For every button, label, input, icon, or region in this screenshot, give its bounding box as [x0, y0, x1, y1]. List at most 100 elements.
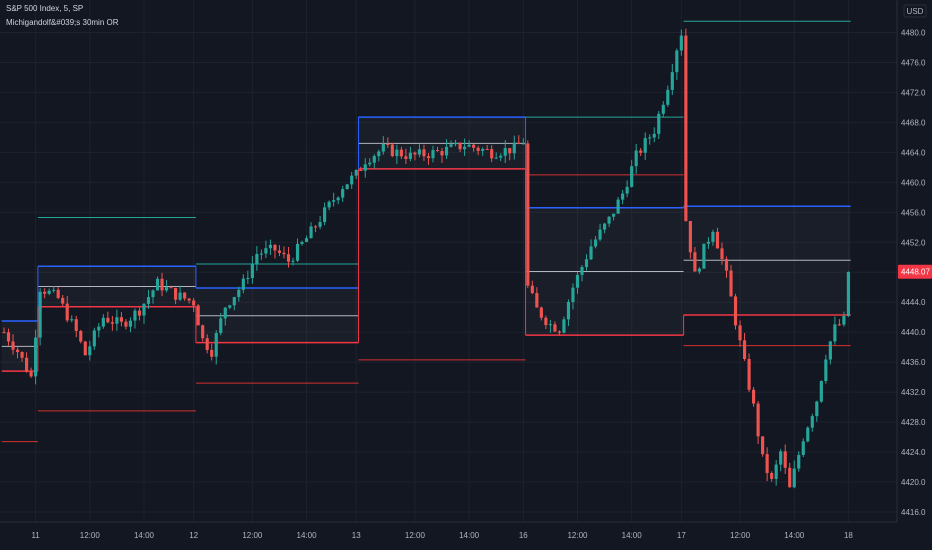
- candle-body: [368, 162, 372, 165]
- candle-body: [106, 317, 110, 323]
- candle-body: [553, 324, 557, 332]
- candle-body: [711, 231, 715, 242]
- candle-body: [729, 270, 733, 297]
- candle-body: [124, 321, 128, 327]
- candle-body: [151, 290, 155, 298]
- candle-body: [675, 50, 679, 73]
- candle-body: [431, 150, 435, 159]
- candle-body: [65, 303, 69, 321]
- indicator-label[interactable]: Michigandolf&#039;s 30min OR: [6, 18, 119, 27]
- candle-body: [715, 231, 720, 249]
- candle-body: [752, 389, 756, 404]
- candle-body: [738, 325, 742, 341]
- price-tick-label: 4452.0: [901, 238, 926, 247]
- currency-label: USD: [907, 7, 924, 16]
- candle-body: [693, 252, 697, 272]
- candle-body: [205, 338, 209, 350]
- price-tick-label: 4460.0: [901, 178, 926, 187]
- candle-body: [237, 289, 241, 298]
- time-tick-label: 14:00: [134, 531, 155, 540]
- candle-body: [178, 292, 182, 300]
- price-tick-label: 4432.0: [901, 388, 926, 397]
- candle-body: [372, 156, 376, 163]
- candle-body: [458, 142, 462, 150]
- candle-body: [630, 166, 634, 187]
- candle-body: [115, 317, 119, 324]
- candle-body: [494, 157, 498, 159]
- candle-body: [499, 155, 503, 158]
- candle-body: [241, 278, 245, 290]
- candle-body: [806, 427, 810, 442]
- candle-body: [70, 319, 74, 321]
- time-tick-label: 13: [352, 531, 361, 540]
- candle-body: [761, 436, 765, 455]
- symbol-title[interactable]: S&P 500 Index, 5, SP: [6, 4, 84, 13]
- candle-body: [295, 243, 300, 261]
- candle-body: [155, 278, 160, 291]
- price-tick-label: 4468.0: [901, 118, 926, 127]
- candle-body: [359, 170, 363, 172]
- candle-body: [101, 317, 105, 327]
- candle-body: [797, 454, 801, 469]
- candle-body: [128, 320, 133, 327]
- candle-body: [417, 149, 422, 155]
- candle-body: [490, 149, 494, 159]
- candle-body: [268, 244, 273, 249]
- candle-body: [426, 156, 431, 159]
- candle-body: [449, 144, 453, 147]
- candle-body: [467, 144, 471, 147]
- candle-body: [512, 142, 516, 154]
- candle-body: [24, 357, 29, 372]
- time-axis[interactable]: 11 12:00 14:00 12 12:00 14:00 13 12:00 14:00 16 12…: [0, 521, 897, 540]
- candle-body: [119, 317, 123, 322]
- price-tick-label: 4472.0: [901, 88, 926, 97]
- candle-body: [142, 303, 146, 316]
- price-tick-label: 4480.0: [901, 28, 926, 37]
- candle-body: [666, 89, 670, 105]
- candle-body: [390, 144, 394, 157]
- candle-body: [404, 156, 408, 159]
- candle-body: [38, 291, 42, 338]
- candle-body: [20, 351, 24, 358]
- candle-body: [566, 302, 571, 320]
- time-tick-label: 14:00: [297, 531, 318, 540]
- candle-body: [223, 307, 227, 319]
- currency-box: [903, 4, 927, 18]
- candle-body: [313, 226, 318, 228]
- candle-body: [747, 359, 751, 390]
- candle-body: [146, 297, 151, 304]
- time-tick-label: 14:00: [784, 531, 805, 540]
- candle-body: [219, 318, 223, 334]
- candle-body: [661, 104, 665, 114]
- time-tick-label: 12:00: [242, 531, 263, 540]
- candle-body: [503, 148, 507, 156]
- time-tick-label: 17: [677, 531, 686, 540]
- candle-body: [282, 252, 286, 255]
- candle-body: [435, 150, 440, 152]
- candle-body: [657, 113, 661, 134]
- candle-body: [160, 278, 164, 291]
- last-price-label: 4448.07: [901, 268, 930, 277]
- candle-body: [580, 267, 584, 275]
- candle-body: [792, 468, 796, 488]
- candle-body: [643, 138, 647, 153]
- time-tick-label: 12:00: [567, 531, 588, 540]
- candle-body: [842, 316, 846, 325]
- candle-body: [196, 305, 200, 326]
- candles: [2, 28, 851, 489]
- candle-body: [187, 298, 191, 301]
- candle-body: [526, 143, 530, 286]
- candle-body: [544, 317, 548, 326]
- candle-body: [164, 287, 169, 291]
- price-tick-label: 4424.0: [901, 448, 926, 457]
- candle-body: [381, 143, 385, 152]
- price-tick-label: 4464.0: [901, 148, 926, 157]
- candle-body: [83, 341, 87, 356]
- candle-body: [724, 258, 729, 271]
- candle-body: [612, 213, 616, 217]
- candle-body: [169, 287, 173, 289]
- candle-body: [399, 149, 403, 157]
- candle-body: [74, 319, 78, 331]
